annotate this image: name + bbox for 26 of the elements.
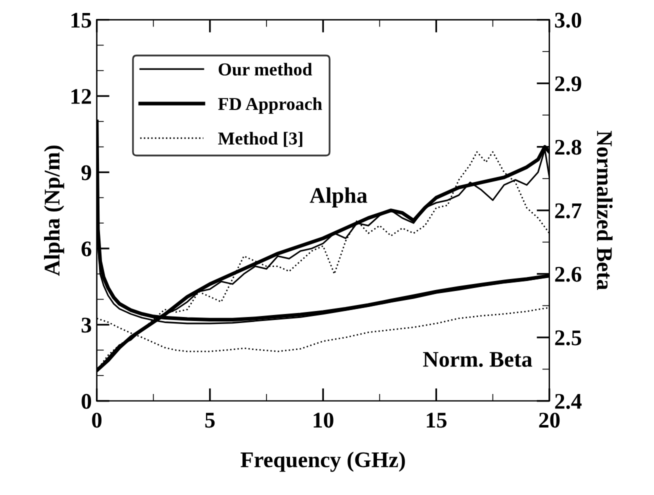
y-tick-label: 12 [71,89,91,104]
x-axis-title: Frequency (GHz) [240,452,405,472]
y2-tick-label: 2.4 [555,394,582,409]
x-tick-label: 20 [539,412,560,428]
legend-label: Our method [218,62,312,76]
y-axis-title: Alpha (Np/m) [44,146,64,276]
annotation: Alpha [310,187,368,208]
y-tick-label: 15 [71,12,92,28]
y2-tick-label: 2.5 [555,330,582,346]
y2-tick-label: 2.8 [555,140,582,155]
x-tick-label: 0 [92,412,102,428]
x-tick-label: 5 [205,412,215,428]
y-tick-label: 0 [82,394,92,409]
x-tick-label: 15 [426,412,447,428]
y-tick-label: 3 [82,318,92,333]
y2-tick-label: 2.9 [555,76,582,92]
annotation: Norm. Beta [423,352,532,367]
y2-tick-label: 2.7 [555,203,582,218]
y-tick-label: 9 [81,165,92,180]
y2-tick-label: 2.6 [555,266,582,282]
x-tick-label: 10 [314,412,334,428]
y-tick-label: 6 [82,241,92,256]
legend-label: Method [3] [218,132,302,147]
y2-axis-title: Normalized Beta [596,130,613,290]
legend-label: FD Approach [218,97,322,114]
y2-tick-label: 3.0 [555,12,582,28]
